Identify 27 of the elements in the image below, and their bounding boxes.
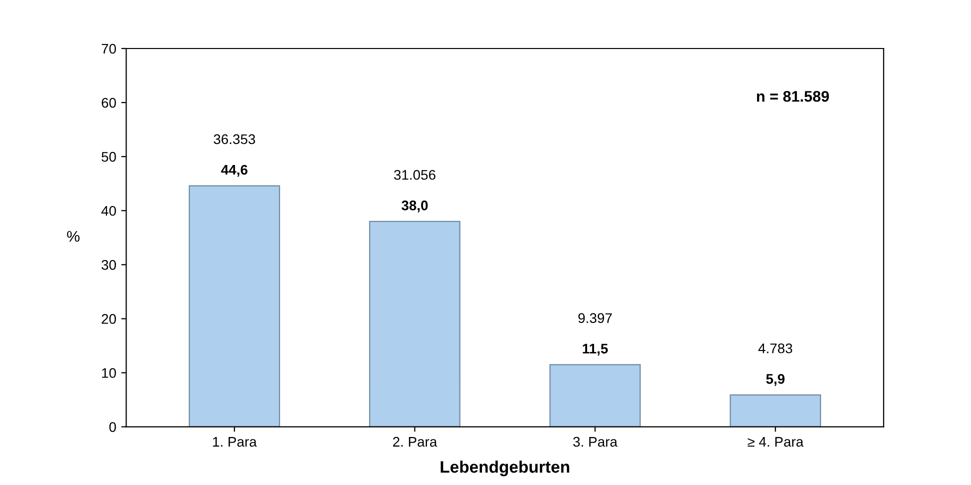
x-tick-label: 3. Para	[573, 436, 618, 447]
data-label: 5,9	[766, 374, 785, 386]
y-tick-label: 40	[101, 206, 116, 216]
x-tick-label: ≥ 4. Para	[748, 437, 804, 447]
y-tick-label: 0	[109, 422, 116, 432]
bar	[188, 185, 280, 427]
data-label: 11,5	[582, 344, 608, 356]
y-tick-label: 30	[102, 260, 116, 270]
annotation: 36.353	[214, 134, 256, 144]
annotation: 31.056	[394, 170, 436, 180]
data-label: 44,6	[221, 164, 248, 177]
data-label: 38,0	[402, 200, 428, 212]
annotation: 4.783	[758, 343, 792, 354]
bar	[730, 394, 822, 427]
y-tick-label: 10	[102, 368, 116, 378]
annotation: n = 81.589	[757, 90, 829, 102]
bar	[369, 220, 460, 427]
y-tick-label: 20	[102, 314, 116, 324]
x-tick-label: 2. Para	[393, 436, 438, 447]
x-tick-label: 1. Para	[213, 437, 257, 447]
y-tick-label: 70	[102, 44, 116, 54]
bar	[549, 364, 641, 427]
x-axis-title: Lebendgeburten	[440, 460, 570, 476]
y-tick-label: 60	[102, 98, 116, 108]
y-axis-title: %	[67, 231, 80, 242]
y-tick-label: 50	[102, 152, 116, 162]
annotation: 9.397	[578, 313, 612, 324]
